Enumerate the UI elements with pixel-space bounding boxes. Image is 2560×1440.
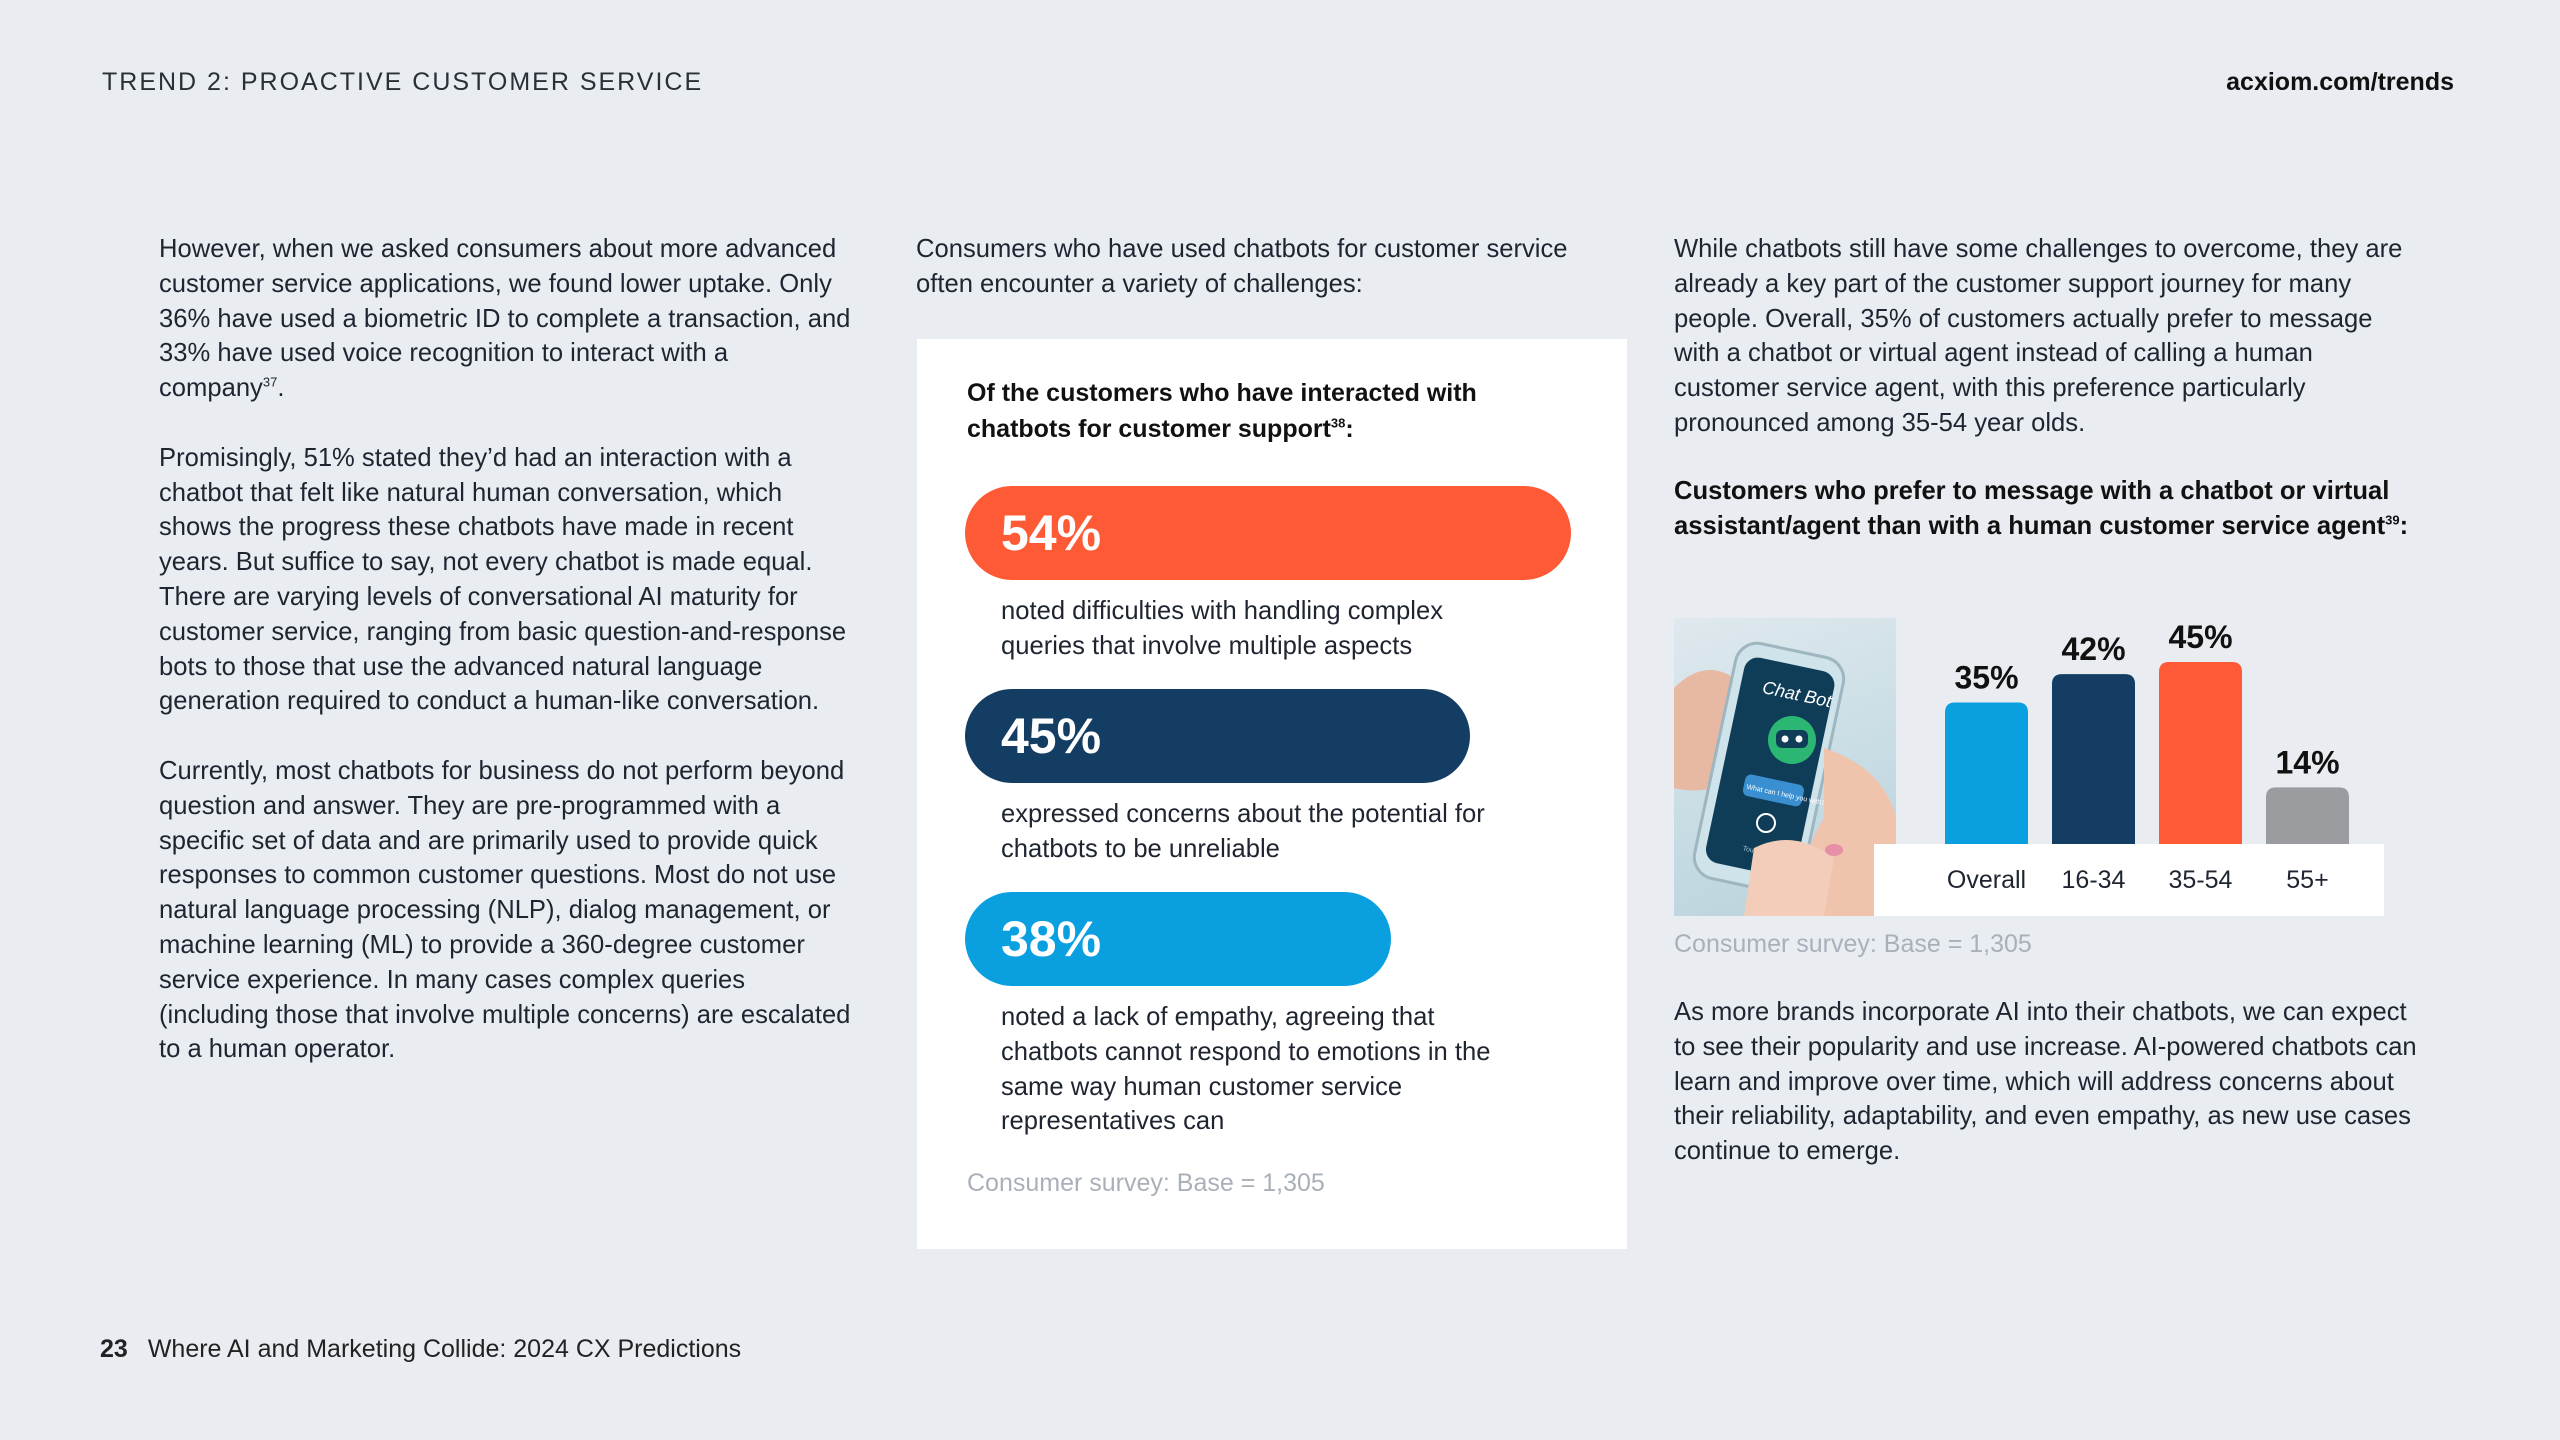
footer-title: Where AI and Marketing Collide: 2024 CX … <box>147 1335 742 1363</box>
page-number: 23 <box>100 1335 128 1363</box>
paragraph-1-end: . <box>277 374 285 403</box>
stat-pill: 38% <box>965 892 1391 986</box>
paragraph-1: While chatbots still have some challenge… <box>1674 235 2403 437</box>
chart-title-end: : <box>2399 512 2409 540</box>
footer: 23 Where AI and Marketing Collide: 2024 C… <box>100 1335 741 1364</box>
bar-55+ <box>2266 787 2349 844</box>
bar-Overall <box>1945 702 2028 844</box>
stat-description: noted a lack of empathy, agreeing that c… <box>1001 1003 1491 1136</box>
category-label: 55+ <box>2286 866 2328 894</box>
stat-description: noted difficulties with handling complex… <box>1001 597 1443 660</box>
challenges-card: Of the customers who have interacted wit… <box>917 339 1627 1249</box>
chart-title: Customers who prefer to message with a c… <box>1674 474 2414 544</box>
category-label: 16-34 <box>2062 866 2126 894</box>
card-title: Of the customers who have interacted wit… <box>967 375 1567 447</box>
bar-value-label: 35% <box>1954 659 2018 695</box>
card-title-text: Of the customers who have interacted wit… <box>967 379 1477 443</box>
phone-illustration: Chat Bot What can I help you with? Touch… <box>1674 641 1896 916</box>
paragraph-3: Currently, most chatbots for business do… <box>159 756 851 1064</box>
card-title-end: : <box>1345 415 1354 443</box>
column-left: However, when we asked consumers about m… <box>159 232 859 1102</box>
footnote-ref: 39 <box>2385 512 2400 528</box>
section-header: TREND 2: PROACTIVE CUSTOMER SERVICE <box>102 68 704 96</box>
bar-chart: 35% Overall 42% 16-34 45% 35-54 14% 55+ <box>1945 619 2349 894</box>
stat-pill: 45% <box>965 689 1470 783</box>
bar-value-label: 14% <box>2275 744 2339 780</box>
stat-description: expressed concerns about the potential f… <box>1001 800 1485 863</box>
chart-box: Chat Bot What can I help you with? Touch… <box>1674 618 2384 916</box>
intro-paragraph: Consumers who have used chatbots for cus… <box>916 235 1568 298</box>
chart-axis-band <box>1874 844 2384 916</box>
bar-value-label: 42% <box>2061 631 2125 667</box>
category-label: 35-54 <box>2169 866 2233 894</box>
card-source: Consumer survey: Base = 1,305 <box>967 1169 1325 1197</box>
stat-pill: 54% <box>965 486 1571 580</box>
footnote-ref: 37 <box>262 374 278 390</box>
paragraph-1: However, when we asked consumers about m… <box>159 232 859 406</box>
footnote-ref: 38 <box>1330 415 1346 431</box>
chart-title-text: Customers who prefer to message with a c… <box>1674 477 2390 540</box>
column-middle: Consumers who have used chatbots for cus… <box>916 232 1616 336</box>
bar-16-34 <box>2052 674 2135 844</box>
column-right: While chatbots still have some challenge… <box>1674 232 2414 476</box>
paragraph-2: Promisingly, 51% stated they’d had an in… <box>159 443 847 716</box>
bar-value-label: 45% <box>2168 619 2232 655</box>
paragraph-2: As more brands incorporate AI into their… <box>1674 998 2417 1166</box>
paragraph-1-text: However, when we asked consumers about m… <box>159 235 851 403</box>
category-label: Overall <box>1947 866 2026 894</box>
chatbot-phone-image: Chat Bot What can I help you with? Touch… <box>1674 618 1896 916</box>
bar-35-54 <box>2159 662 2242 844</box>
site-link[interactable]: acxiom.com/trends <box>2226 68 2454 96</box>
chart-source: Consumer survey: Base = 1,305 <box>1674 930 2032 958</box>
